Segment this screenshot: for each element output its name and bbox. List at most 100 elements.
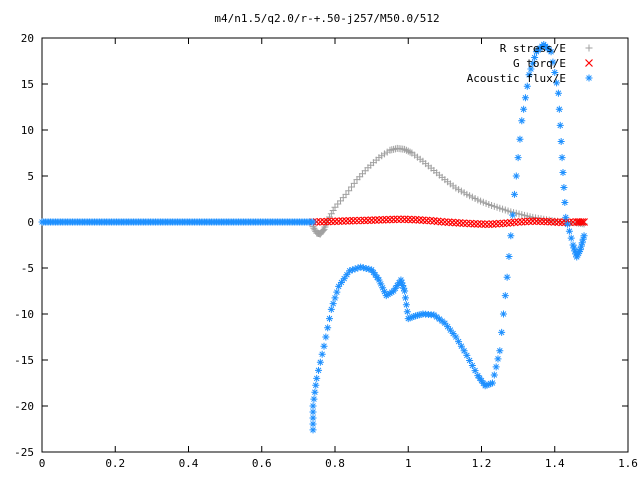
data-point <box>494 355 502 363</box>
data-point <box>329 300 337 308</box>
x-tick-label: 0.2 <box>105 457 125 470</box>
data-point <box>573 253 581 261</box>
y-tick-label: 20 <box>21 32 34 45</box>
data-point <box>379 284 387 292</box>
data-point <box>324 324 332 332</box>
series-2 <box>309 40 588 434</box>
legend-label: Acoustic flux/E <box>467 72 566 85</box>
data-point <box>353 216 361 225</box>
data-point <box>561 198 569 206</box>
x-tick-label: 1.4 <box>545 457 565 470</box>
data-point <box>315 366 323 374</box>
data-point <box>406 314 414 322</box>
legend: R stress/E G torq/E Acoustic flux/E <box>467 42 593 85</box>
data-point <box>402 294 410 302</box>
data-point <box>397 276 405 284</box>
data-point <box>452 333 460 341</box>
data-point <box>473 220 482 228</box>
data-point <box>375 216 383 224</box>
data-point <box>510 190 518 198</box>
data-point <box>531 54 539 62</box>
x-tick-label: 0.4 <box>179 457 199 470</box>
data-point <box>498 328 506 336</box>
data-point <box>460 347 468 355</box>
data-point <box>309 414 317 422</box>
data-point <box>562 213 570 221</box>
data-point <box>335 282 343 290</box>
data-point <box>578 218 587 226</box>
data-point <box>565 227 573 235</box>
data-point <box>574 251 582 259</box>
data-point <box>400 215 409 224</box>
data-point <box>312 381 320 389</box>
data-point <box>327 305 335 313</box>
data-point <box>393 215 402 224</box>
data-point <box>525 71 533 79</box>
data-point <box>337 278 345 286</box>
data-point <box>485 380 493 388</box>
marks <box>38 40 588 434</box>
data-point <box>407 215 416 224</box>
data-point <box>351 265 359 273</box>
y-tick-label: -25 <box>14 446 34 459</box>
data-point <box>343 271 351 279</box>
data-point <box>367 216 376 225</box>
data-point <box>477 220 486 228</box>
data-point <box>386 215 394 224</box>
legend-label: R stress/E <box>500 42 566 55</box>
data-point <box>378 215 387 224</box>
y-tick-label: 5 <box>27 170 34 183</box>
ticks: 0 0.2 0.4 0.6 0.8 1 1.2 1.4 1.6 20 15 10 5 0 -5 -10 -15 -… <box>14 32 638 470</box>
data-point <box>310 224 318 232</box>
data-point <box>564 220 572 228</box>
data-point <box>365 265 373 273</box>
y-tick-label: -10 <box>14 308 34 321</box>
y-tick-label: 0 <box>27 216 34 229</box>
data-point <box>380 288 388 296</box>
data-point <box>375 276 383 284</box>
data-point <box>323 217 332 226</box>
data-point <box>575 247 583 255</box>
x-tick-label: 1.6 <box>618 457 638 470</box>
data-point <box>523 82 531 90</box>
data-point <box>528 217 537 226</box>
data-point <box>342 190 350 198</box>
data-point <box>576 218 585 226</box>
data-point <box>354 264 362 272</box>
data-point <box>390 287 398 295</box>
data-point <box>329 207 337 214</box>
data-point <box>391 284 399 292</box>
data-point <box>556 121 564 129</box>
y-tick-label: -20 <box>14 400 34 413</box>
data-point <box>539 217 548 226</box>
data-point <box>570 244 578 252</box>
data-point <box>501 292 509 300</box>
data-point <box>577 242 585 250</box>
data-point <box>340 275 348 283</box>
data-point <box>309 420 317 428</box>
data-point <box>560 184 568 191</box>
data-point <box>402 146 410 154</box>
data-point <box>313 374 321 382</box>
series-1 <box>309 215 588 229</box>
data-point <box>578 239 586 247</box>
data-point <box>311 388 319 396</box>
data-point <box>312 217 321 226</box>
data-point <box>331 217 339 226</box>
y-tick-label: -5 <box>21 262 34 275</box>
data-point <box>579 235 587 243</box>
data-point <box>309 426 317 434</box>
data-point <box>338 217 347 226</box>
y-tick-label: -15 <box>14 354 34 367</box>
data-point <box>402 301 410 309</box>
data-point <box>401 145 409 153</box>
data-point <box>521 94 529 102</box>
data-point <box>527 65 535 73</box>
data-point <box>441 319 449 327</box>
data-point <box>471 367 479 375</box>
data-point <box>400 284 408 292</box>
data-point <box>580 232 588 240</box>
data-point <box>551 69 559 76</box>
data-point <box>331 294 339 302</box>
